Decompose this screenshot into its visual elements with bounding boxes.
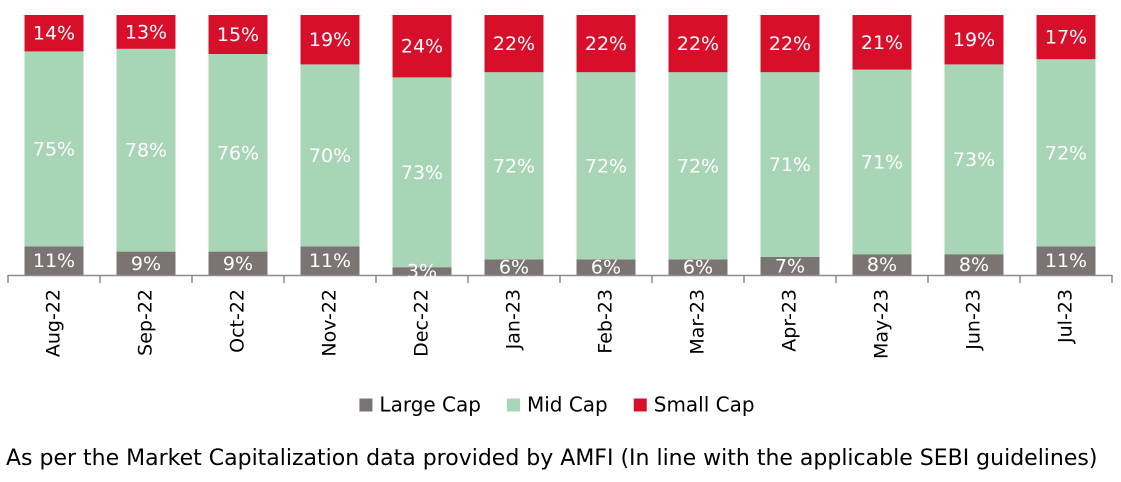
bar-segment-mid-cap-aug-22: [24, 51, 84, 247]
bar-segment-mid-cap-dec-22: [392, 77, 452, 268]
bar-segment-mid-cap-jul-23: [1036, 59, 1096, 247]
data-label-mid-cap-may-23: 71%: [861, 151, 903, 173]
legend-swatch-small-cap: [633, 398, 647, 412]
x-tick-label-apr-23: Apr-23: [779, 289, 801, 352]
data-label-mid-cap-feb-23: 72%: [585, 155, 627, 177]
data-label-small-cap-dec-22: 24%: [401, 36, 443, 58]
data-label-large-cap-mar-23: 6%: [683, 257, 713, 279]
bar-segment-mid-cap-oct-22: [208, 54, 268, 252]
bar-segment-mid-cap-feb-23: [576, 72, 636, 260]
legend-item-large-cap: Large Cap: [359, 393, 481, 417]
data-label-large-cap-jul-23: 11%: [1045, 250, 1087, 272]
bar-segment-mid-cap-jun-23: [944, 64, 1004, 255]
data-label-small-cap-oct-22: 15%: [217, 24, 259, 46]
bar-segment-small-cap-may-23: [852, 15, 912, 70]
bar-segment-small-cap-oct-22: [208, 15, 268, 54]
bar-segment-large-cap-sep-22: [116, 251, 176, 275]
x-tick-label-jul-23: Jul-23: [1055, 289, 1077, 344]
stacked-bar-chart: 11% 75% 14% 9% 78% 13% 9% 76% 15% 11% 70% 19% 3% 73% 2…: [7, 15, 1113, 417]
x-tick-label-jan-23: Jan-23: [503, 289, 525, 350]
data-label-small-cap-jan-23: 22%: [493, 33, 535, 55]
bar-segment-small-cap-feb-23: [576, 15, 636, 73]
x-tick-label-jun-23: Jun-23: [963, 289, 985, 351]
legend: Large Cap Mid Cap Small Cap: [359, 393, 755, 417]
data-label-small-cap-may-23: 21%: [861, 32, 903, 54]
data-label-mid-cap-aug-22: 75%: [33, 138, 75, 160]
data-label-mid-cap-mar-23: 72%: [677, 155, 719, 177]
data-label-mid-cap-nov-22: 70%: [309, 145, 351, 167]
data-label-small-cap-apr-23: 22%: [769, 33, 811, 55]
legend-swatch-large-cap: [359, 398, 373, 412]
data-label-large-cap-dec-22: 3%: [407, 261, 437, 283]
bar-segment-mid-cap-nov-22: [300, 64, 360, 247]
data-label-large-cap-sep-22: 9%: [131, 253, 161, 275]
bar-segment-large-cap-jun-23: [944, 254, 1004, 275]
data-label-large-cap-jun-23: 8%: [959, 254, 989, 276]
data-label-large-cap-oct-22: 9%: [223, 253, 253, 275]
bar-segment-small-cap-mar-23: [668, 15, 728, 73]
x-tick-label-oct-22: Oct-22: [227, 289, 249, 353]
bar-segment-large-cap-mar-23: [668, 259, 728, 275]
legend-label-mid-cap: Mid Cap: [527, 393, 608, 417]
x-tick-label-mar-23: Mar-23: [687, 289, 709, 355]
data-label-mid-cap-sep-22: 78%: [125, 140, 167, 162]
x-tick-label-sep-22: Sep-22: [135, 289, 157, 356]
data-label-large-cap-apr-23: 7%: [775, 255, 805, 277]
bar-segment-small-cap-nov-22: [300, 15, 360, 65]
data-label-small-cap-feb-23: 22%: [585, 33, 627, 55]
bar-segment-small-cap-jan-23: [484, 15, 544, 73]
bar-segment-small-cap-jun-23: [944, 15, 1004, 65]
data-label-mid-cap-apr-23: 71%: [769, 154, 811, 176]
bar-segment-large-cap-jan-23: [484, 259, 544, 275]
bar-segment-large-cap-dec-22: [392, 267, 452, 275]
bar-segment-large-cap-oct-22: [208, 251, 268, 275]
bar-segment-large-cap-apr-23: [760, 256, 820, 275]
x-tick-label-nov-22: Nov-22: [319, 289, 341, 357]
data-label-mid-cap-jun-23: 73%: [953, 149, 995, 171]
bars-group: [24, 15, 1096, 275]
data-label-mid-cap-oct-22: 76%: [217, 142, 259, 164]
bar-segment-small-cap-jul-23: [1036, 15, 1096, 60]
data-label-large-cap-nov-22: 11%: [309, 250, 351, 272]
legend-item-small-cap: Small Cap: [633, 393, 755, 417]
x-tick-label-feb-23: Feb-23: [595, 289, 617, 354]
bar-segment-mid-cap-jan-23: [484, 72, 544, 260]
data-label-large-cap-feb-23: 6%: [591, 257, 621, 279]
footnote: As per the Market Capitalization data pr…: [6, 446, 1098, 471]
data-label-mid-cap-jul-23: 72%: [1045, 142, 1087, 164]
bar-segment-small-cap-aug-22: [24, 15, 84, 52]
data-label-large-cap-jan-23: 6%: [499, 257, 529, 279]
data-label-small-cap-jun-23: 19%: [953, 29, 995, 51]
legend-label-small-cap: Small Cap: [654, 393, 755, 417]
bar-segment-large-cap-aug-22: [24, 246, 84, 275]
x-tick-label-aug-22: Aug-22: [43, 289, 65, 357]
bar-segment-large-cap-may-23: [852, 254, 912, 275]
bar-segment-mid-cap-may-23: [852, 69, 912, 255]
x-tick-label-may-23: May-23: [871, 289, 893, 359]
data-label-mid-cap-dec-22: 73%: [401, 162, 443, 184]
data-label-large-cap-aug-22: 11%: [33, 250, 75, 272]
data-label-small-cap-aug-22: 14%: [33, 23, 75, 45]
data-label-small-cap-mar-23: 22%: [677, 33, 719, 55]
bar-segment-small-cap-sep-22: [116, 15, 176, 49]
bar-segment-large-cap-nov-22: [300, 246, 360, 275]
bar-segment-mid-cap-mar-23: [668, 72, 728, 260]
bar-segment-small-cap-apr-23: [760, 15, 820, 73]
bar-segment-large-cap-jul-23: [1036, 246, 1096, 275]
data-label-large-cap-may-23: 8%: [867, 254, 897, 276]
data-label-small-cap-sep-22: 13%: [125, 21, 167, 43]
bar-segment-mid-cap-sep-22: [116, 48, 176, 252]
bar-labels-group: 11% 75% 14% 9% 78% 13% 9% 76% 15% 11% 70% 19% 3% 73% 2…: [33, 21, 1087, 282]
bar-segment-mid-cap-apr-23: [760, 72, 820, 257]
data-label-small-cap-jul-23: 17%: [1045, 27, 1087, 49]
legend-swatch-mid-cap: [506, 398, 520, 412]
data-label-mid-cap-jan-23: 72%: [493, 155, 535, 177]
x-tick-label-dec-22: Dec-22: [411, 289, 433, 357]
legend-item-mid-cap: Mid Cap: [506, 393, 608, 417]
bar-segment-small-cap-dec-22: [392, 15, 452, 78]
bar-segment-large-cap-feb-23: [576, 259, 636, 275]
legend-label-large-cap: Large Cap: [379, 393, 481, 417]
data-label-small-cap-nov-22: 19%: [309, 29, 351, 51]
